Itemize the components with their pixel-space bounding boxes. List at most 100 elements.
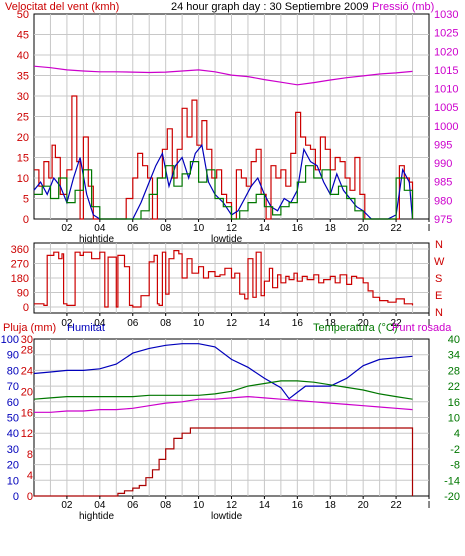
direction-xtick-label-I: I [428, 318, 431, 329]
wind-xtick-label-14: 14 [259, 223, 271, 234]
wind-ytick-5: 5 [23, 194, 29, 206]
compass-label-w: W [434, 256, 445, 268]
direction-xtick-label-14: 14 [259, 318, 271, 329]
pressure-ytick-1030: 1030 [434, 9, 458, 21]
panel-direction-left-axis: 0 90 180 270 360 [11, 244, 29, 314]
wind-series-line-2 [34, 161, 414, 220]
rain-ytick-20: 20 [21, 386, 33, 398]
pressure-ytick-1025: 1025 [434, 28, 458, 40]
direction-xtick-label-22: 22 [391, 318, 403, 329]
temperature-ytick--2: -2 [450, 444, 460, 456]
rain-xtick-label-14: 14 [259, 500, 271, 511]
direction-xtick-label-12: 12 [226, 318, 238, 329]
temperature-ytick-40: 40 [448, 334, 460, 346]
wind-ytick-50: 50 [17, 9, 29, 21]
direction-ytick-180: 180 [11, 273, 29, 285]
panel-wind-direction: 0 90 180 270 360 02 04 06 08 10 12 14 16 18 20 22 I N W… [11, 239, 445, 329]
wind-xtick-label-12: 12 [226, 223, 238, 234]
pressure-ytick-1005: 1005 [434, 102, 458, 114]
compass-label-n-top: N [435, 239, 443, 251]
wind-xtick-label-18: 18 [325, 223, 337, 234]
pressure-ytick-995: 995 [434, 139, 452, 151]
direction-series-line-0 [34, 250, 414, 308]
pressure-ytick-975: 975 [434, 214, 452, 226]
humidity-ytick-80: 80 [7, 365, 19, 377]
rain-xtick-label-18: 18 [325, 500, 337, 511]
direction-ytick-270: 270 [11, 259, 29, 271]
wind-series-line-1 [33, 143, 414, 220]
wind-ytick-35: 35 [17, 71, 29, 83]
temperature-ytick-16: 16 [448, 397, 460, 409]
rain-series-line-1 [33, 380, 413, 400]
pressure-axis-label: Pressió (mb) [372, 1, 434, 13]
wind-ytick-40: 40 [17, 50, 29, 62]
humidity-ytick-20: 20 [7, 460, 19, 472]
temperature-ytick-10: 10 [448, 413, 460, 425]
rain-ytick-8: 8 [27, 449, 33, 461]
wind-ytick-10: 10 [17, 173, 29, 185]
wind-xtick-label-10: 10 [193, 223, 205, 234]
humidity-ytick-100: 100 [1, 334, 19, 346]
direction-ytick-0: 0 [23, 302, 29, 314]
tide-label-high-3: hightide [79, 511, 114, 522]
direction-xtick-label-08: 08 [160, 318, 172, 329]
rain-ytick-16: 16 [21, 407, 33, 419]
panel-direction-x-axis: 02 04 06 08 10 12 14 16 18 20 22 I [61, 313, 430, 329]
wind-xtick-label-02: 02 [61, 223, 73, 234]
temperature-ytick-22: 22 [448, 381, 460, 393]
temperature-ytick-28: 28 [448, 365, 460, 377]
rain-series-line-0 [33, 343, 413, 400]
rain-xtick-label-22: 22 [391, 500, 403, 511]
rain-xtick-label-02: 02 [61, 500, 73, 511]
rain-xtick-label-04: 04 [94, 500, 106, 511]
rain-xtick-label-12: 12 [226, 500, 238, 511]
direction-ytick-360: 360 [11, 244, 29, 256]
rain-xtick-label-20: 20 [358, 500, 370, 511]
rain-ytick-28: 28 [21, 344, 33, 356]
chart-title: 24 hour graph day : 30 Septiembre 2009 [171, 1, 369, 13]
wind-ytick-45: 45 [17, 30, 29, 42]
panel-rain-x-axis: 02 04 06 08 10 12 14 16 18 20 22 I [61, 496, 430, 511]
humidity-ytick-70: 70 [7, 381, 19, 393]
wind-xtick-label-04: 04 [94, 223, 106, 234]
pressure-ytick-1010: 1010 [434, 84, 458, 96]
humidity-ytick-10: 10 [7, 475, 19, 487]
direction-ytick-90: 90 [17, 288, 29, 300]
panel-direction-series [34, 250, 414, 308]
tide-label-low-3: lowtide [211, 511, 243, 522]
wind-ytick-30: 30 [17, 91, 29, 103]
temperature-ytick--14: -14 [444, 475, 460, 487]
direction-xtick-label-06: 06 [127, 318, 139, 329]
panel-wind-right-axis: 975 980 985 990 995 1000 1005 1010 1015 1020 1025 1… [434, 9, 458, 226]
compass-labels: N W S E N [434, 239, 445, 319]
humidity-axis: 0 10 20 30 40 50 60 70 80 90 100 [1, 334, 19, 503]
rain-xtick-label-10: 10 [193, 500, 205, 511]
direction-xtick-label-16: 16 [292, 318, 304, 329]
humidity-axis-label: Humitat [67, 322, 105, 334]
tide-label-low-1: lowtide [211, 234, 243, 245]
rain-axis-label: Pluja (mm) [3, 322, 56, 334]
rain-xtick-label-06: 06 [127, 500, 139, 511]
humidity-ytick-30: 30 [7, 444, 19, 456]
wind-xtick-label-20: 20 [358, 223, 370, 234]
humidity-ytick-50: 50 [7, 413, 19, 425]
compass-label-s: S [435, 273, 442, 285]
panel-rain-grid [34, 339, 429, 496]
pressure-ytick-1015: 1015 [434, 65, 458, 77]
direction-xtick-label-18: 18 [325, 318, 337, 329]
wind-ytick-0: 0 [23, 214, 29, 226]
rain-ytick-30: 30 [21, 334, 33, 346]
panel-wind-x-axis: 02 04 06 08 10 12 14 16 18 20 22 I [61, 219, 430, 234]
rain-xtick-label-08: 08 [160, 500, 172, 511]
compass-label-e: E [435, 290, 442, 302]
rain-xtick-label-16: 16 [292, 500, 304, 511]
pressure-ytick-980: 980 [434, 195, 452, 207]
pressure-ytick-990: 990 [434, 158, 452, 170]
direction-xtick-label-04: 04 [94, 318, 106, 329]
pressure-ytick-985: 985 [434, 177, 452, 189]
temperature-axis-label: Temperatura (°C) [313, 322, 397, 334]
